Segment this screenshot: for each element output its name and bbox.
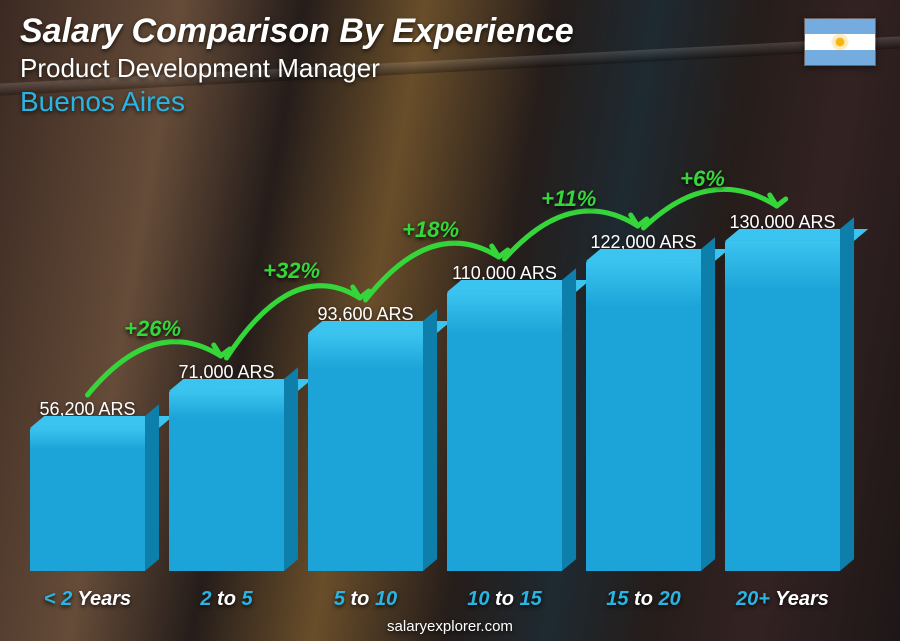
bar-side-face — [840, 217, 854, 571]
bar-chart: 56,200 ARS71,000 ARS93,600 ARS110,000 AR… — [30, 150, 840, 571]
chart-location: Buenos Aires — [20, 86, 880, 118]
bar — [447, 292, 562, 571]
x-axis-label: 5 to 10 — [308, 588, 423, 611]
bar-group: 122,000 ARS — [586, 232, 701, 571]
x-axis-label: 10 to 15 — [447, 588, 562, 611]
bar — [308, 333, 423, 571]
increment-label: +32% — [263, 258, 320, 284]
flag-stripe — [805, 50, 875, 65]
bar-front-face — [586, 261, 701, 571]
x-axis-label: 2 to 5 — [169, 588, 284, 611]
bar-group: 71,000 ARS — [169, 362, 284, 571]
bar-side-face — [423, 309, 437, 571]
bar — [169, 391, 284, 571]
bar-group: 110,000 ARS — [447, 263, 562, 571]
header: Salary Comparison By Experience Product … — [20, 12, 880, 118]
bar-side-face — [284, 367, 298, 571]
bar-group: 130,000 ARS — [725, 212, 840, 571]
flag-stripe — [805, 19, 875, 34]
bar-group: 56,200 ARS — [30, 399, 145, 571]
flag-sun-icon — [834, 36, 846, 48]
bar — [725, 241, 840, 571]
x-axis-label: < 2 Years — [30, 588, 145, 611]
bar-side-face — [701, 237, 715, 571]
x-axis-label: 15 to 20 — [586, 588, 701, 611]
flag-argentina — [804, 18, 876, 66]
bar — [30, 428, 145, 571]
increment-label: +11% — [541, 186, 596, 212]
flag-stripe — [805, 34, 875, 49]
increment-label: +6% — [680, 166, 725, 192]
bar-side-face — [145, 404, 159, 571]
bar-front-face — [725, 241, 840, 571]
bar-front-face — [308, 333, 423, 571]
x-axis-labels: < 2 Years 2 to 5 5 to 10 10 to 15 15 to 20 20… — [30, 588, 840, 611]
bar-front-face — [447, 292, 562, 571]
chart-subtitle: Product Development Manager — [20, 53, 880, 84]
bar-front-face — [169, 391, 284, 571]
bar — [586, 261, 701, 571]
bar-group: 93,600 ARS — [308, 304, 423, 571]
chart-title: Salary Comparison By Experience — [20, 12, 880, 51]
increment-label: +18% — [402, 217, 459, 243]
footer-attribution: salaryexplorer.com — [0, 618, 900, 635]
increment-label: +26% — [124, 316, 181, 342]
x-axis-label: 20+ Years — [725, 588, 840, 611]
bar-front-face — [30, 428, 145, 571]
bar-side-face — [562, 268, 576, 571]
